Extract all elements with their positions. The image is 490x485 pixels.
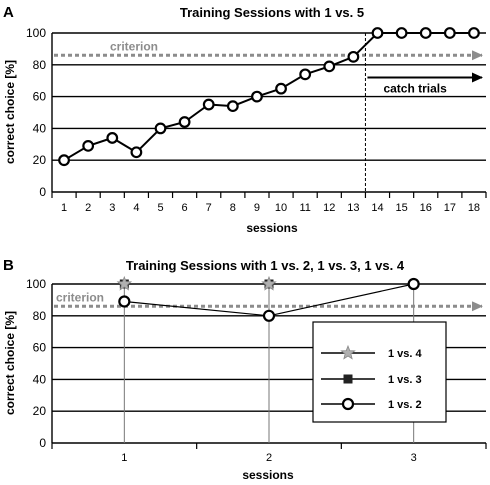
panel-a-point — [395, 27, 408, 39]
panel-a-xtick-label: 8 — [230, 202, 236, 214]
panel-a-point — [251, 90, 263, 103]
panel-a-point — [347, 50, 360, 63]
panel-a-title: Training Sessions with 1 vs. 5 — [180, 5, 364, 20]
panel-a-xlabel: sessions — [246, 221, 298, 235]
panel-b-ytick-label: 100 — [26, 277, 46, 291]
panel-a-xtick-label: 11 — [299, 202, 310, 214]
panel-a-catch-label: catch trials — [383, 82, 447, 96]
panel-b-legend-marker-1vs3 — [343, 374, 353, 384]
panel-b-point-1vs4 — [116, 275, 133, 291]
panel-a-ytick-label: 40 — [33, 121, 47, 135]
panel-a-point — [130, 146, 143, 159]
panel-a-xtick-label: 10 — [275, 202, 287, 214]
panel-a-point — [154, 122, 167, 135]
panel-a-xtick-label: 17 — [444, 202, 456, 214]
panel-a-ytick-label: 100 — [26, 26, 46, 40]
panel-b-ytick-label: 0 — [39, 436, 46, 450]
panel-a-xtick-label: 12 — [323, 202, 335, 214]
panel-a-xtick-label: 14 — [371, 202, 383, 214]
panel-a-criterion-label: criterion — [110, 39, 158, 53]
panel-b-title: Training Sessions with 1 vs. 2, 1 vs. 3,… — [126, 258, 405, 273]
panel-a-point — [202, 98, 215, 111]
panel-a-xtick-label: 7 — [206, 202, 212, 214]
panel-a-point — [58, 154, 70, 167]
panel-b-legend-marker-1vs2 — [341, 397, 355, 411]
panel-a-point — [178, 116, 191, 128]
panel-a-ytick-label: 0 — [39, 185, 46, 199]
panel-a-letter: A — [3, 4, 14, 21]
panel-b-legend-label: 1 vs. 4 — [388, 348, 423, 360]
panel-a-point — [468, 27, 480, 39]
panel-a-xtick-label: 2 — [85, 202, 91, 214]
panel-a-xtick-label: 9 — [254, 202, 260, 214]
panel-a-ytick-label: 20 — [33, 153, 47, 167]
panel-a-point — [275, 82, 287, 95]
panel-b-point-1vs2 — [262, 309, 276, 322]
panel-a-point — [106, 132, 119, 144]
panel-b-legend-label: 1 vs. 2 — [388, 399, 422, 411]
panel-a-xtick-label: 5 — [157, 202, 163, 214]
panel-b-plot: 0 20 40 60 80 100 1 2 3 criterion 1 vs. 4 1 vs. 3 1 … — [26, 275, 487, 464]
panel-a-xtick-label: 18 — [468, 202, 480, 214]
panel-b-ytick-label: 60 — [33, 341, 47, 355]
panel-b-point-1vs4 — [261, 275, 277, 291]
panel-a-xtick-label: 3 — [109, 202, 115, 214]
panel-a-point — [443, 27, 456, 39]
panel-b-xlabel: sessions — [242, 468, 294, 482]
panel-a-point — [323, 60, 336, 73]
panel-b-ytick-label: 80 — [33, 309, 47, 323]
panel-b-point-1vs2 — [407, 277, 420, 291]
panel-b-ylabel: correct choice [%] — [3, 311, 17, 415]
panel-b-xtick-label: 1 — [121, 452, 127, 464]
panel-a-xtick-label: 13 — [347, 202, 359, 214]
panel-a-point — [226, 100, 239, 113]
panel-b-legend-label: 1 vs. 3 — [388, 374, 422, 386]
panel-b-xtick-label: 3 — [411, 452, 417, 464]
panel-a-xtick-label: 1 — [61, 202, 67, 214]
panel-a-xtick-label: 6 — [182, 202, 188, 214]
panel-a-xtick-label: 16 — [420, 202, 432, 214]
panel-a-point — [82, 139, 95, 152]
panel-a-point — [299, 68, 312, 81]
panel-b-legend-marker-1vs4 — [340, 344, 356, 360]
panel-a-point — [419, 27, 432, 39]
panel-b-ytick-label: 40 — [33, 372, 47, 386]
panel-b-point-1vs2 — [118, 295, 131, 308]
panel-b-criterion-label: criterion — [56, 290, 104, 304]
panel-a-xtick-label: 15 — [395, 202, 407, 214]
panel-a-ytick-label: 60 — [33, 90, 47, 104]
panel-a-xtick-label: 4 — [133, 202, 139, 214]
panel-a-ytick-label: 80 — [33, 58, 47, 72]
panel-a-point — [371, 27, 384, 39]
panel-a-ylabel: correct choice [%] — [3, 60, 17, 164]
panel-b-letter: B — [3, 257, 14, 274]
panel-b-legend-box — [312, 321, 447, 423]
panel-b-xtick-label: 2 — [266, 452, 272, 464]
panel-b-ytick-label: 20 — [33, 404, 47, 418]
